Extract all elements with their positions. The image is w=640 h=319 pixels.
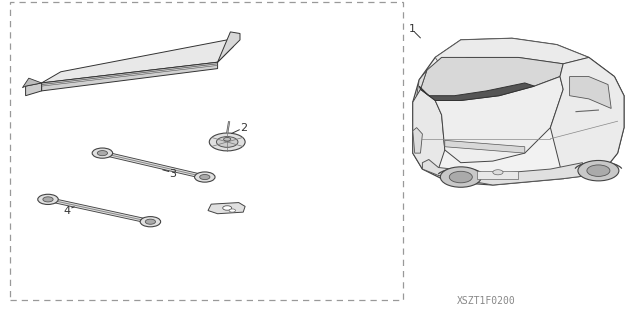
Circle shape [200,174,210,180]
Circle shape [145,219,156,224]
Text: 2: 2 [239,122,247,133]
Circle shape [195,172,215,182]
Circle shape [216,137,238,147]
Polygon shape [550,57,624,179]
Polygon shape [435,77,563,163]
Polygon shape [42,62,218,91]
Circle shape [493,170,503,175]
Polygon shape [420,57,563,100]
Bar [477,171,518,179]
Polygon shape [42,40,234,83]
Circle shape [449,171,472,183]
Polygon shape [208,203,245,214]
Circle shape [587,165,610,176]
Circle shape [140,217,161,227]
Polygon shape [570,77,611,108]
Polygon shape [422,160,589,185]
Circle shape [92,148,113,158]
Circle shape [97,151,108,156]
Circle shape [43,197,53,202]
Polygon shape [445,140,525,153]
Circle shape [38,194,58,204]
Text: 1: 1 [410,24,416,34]
Polygon shape [413,38,624,185]
Polygon shape [22,78,42,88]
Circle shape [440,167,481,187]
Circle shape [229,209,236,212]
Text: XSZT1F0200: XSZT1F0200 [457,296,516,307]
Polygon shape [435,38,589,67]
Polygon shape [26,83,42,96]
Polygon shape [413,128,422,153]
Polygon shape [413,70,427,121]
Circle shape [578,160,619,181]
Text: 3: 3 [170,169,176,179]
Text: 4: 4 [63,205,71,216]
Circle shape [209,133,245,151]
Polygon shape [218,32,240,62]
Polygon shape [413,89,445,169]
Polygon shape [419,83,534,100]
Bar [10,2,403,300]
Circle shape [223,137,231,141]
Circle shape [223,206,232,210]
